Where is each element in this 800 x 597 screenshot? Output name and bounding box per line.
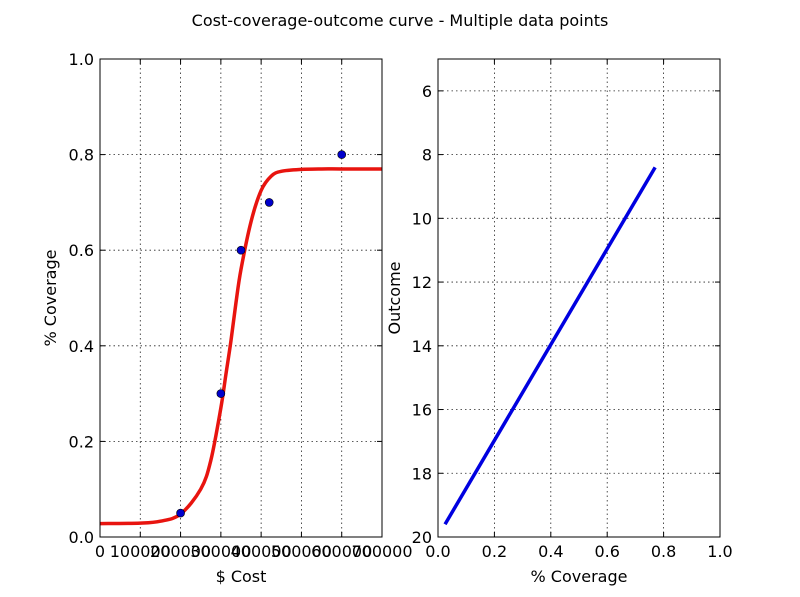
data-point (236, 245, 246, 255)
x-tick-label: 0.0 (425, 542, 450, 561)
y-tick-label: 14 (412, 337, 432, 356)
plot-area (443, 166, 657, 526)
x-tick-label: 0.2 (482, 542, 507, 561)
axes-frame (437, 58, 721, 538)
data-point (337, 150, 347, 159)
x-tick-label: 600000 (311, 542, 372, 561)
x-tick-label: 0 (95, 542, 105, 561)
data-point (216, 389, 226, 398)
x-axis-label: % Coverage (531, 567, 628, 586)
y-tick-label: 18 (412, 464, 432, 483)
y-tick-label: 0.2 (69, 432, 94, 451)
x-axis-label: $ Cost (216, 567, 267, 586)
y-tick-label: 8 (422, 146, 432, 165)
x-tick-label: 700000 (351, 542, 412, 561)
y-tick-label: 10 (412, 209, 432, 228)
cost-coverage-panel: 0 100000200000300000400000500000600000700… (41, 50, 413, 586)
fitted-coverage-curve (100, 167, 382, 526)
data-point (264, 198, 274, 207)
y-tick-label: 0.8 (69, 146, 94, 165)
y-axis-label: % Coverage (41, 250, 60, 347)
data-point (176, 508, 185, 518)
axes-frame (99, 58, 383, 538)
y-tick-label: 0.6 (69, 241, 94, 260)
x-tick-label: 200000 (150, 542, 211, 561)
plot-area (100, 167, 382, 526)
y-tick-label: 16 (412, 401, 432, 420)
x-tick-label: 300000 (190, 542, 251, 561)
x-tick-label: 0.6 (594, 542, 619, 561)
y-tick-label: 6 (422, 82, 432, 101)
y-tick-label: 1.0 (69, 50, 94, 69)
y-tick-label: 20 (412, 528, 432, 547)
y-tick-label: 0.0 (69, 528, 94, 547)
x-tick-label: 400000 (231, 542, 292, 561)
x-tick-label: 500000 (271, 542, 332, 561)
x-tick-label: 100000 (110, 542, 171, 561)
y-tick-label: 0.4 (69, 337, 94, 356)
figure-title: Cost-coverage-outcome curve - Multiple d… (192, 11, 609, 30)
coverage-outcome-panel: 0.0 0.2 0.4 0.6 0.8 1.0 6 8 10 12 14 16 18 20 % Covera… (385, 58, 733, 586)
x-tick-label: 0.4 (538, 542, 563, 561)
x-tick-label: 0.8 (651, 542, 676, 561)
x-tick-label: 1.0 (707, 542, 732, 561)
y-tick-label: 12 (412, 273, 432, 292)
outcome-line (443, 166, 657, 526)
y-axis-label: Outcome (385, 261, 404, 334)
